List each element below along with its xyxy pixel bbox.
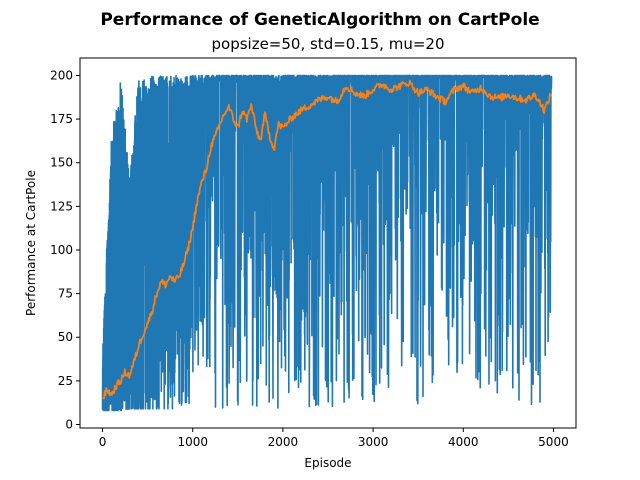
x-tick-label: 2000 — [268, 435, 299, 449]
x-tick-label: 5000 — [538, 435, 569, 449]
x-tick-label: 4000 — [448, 435, 479, 449]
plot-frame — [79, 57, 577, 429]
y-tick-label: 125 — [50, 199, 73, 213]
plot-area — [101, 74, 553, 412]
y-tick-label: 0 — [65, 418, 73, 432]
y-tick-label: 25 — [58, 374, 73, 388]
y-axis: 0 25 50 75 100 125 150 175 200 — [50, 68, 80, 432]
chart-subtitle: popsize=50, std=0.15, mu=20 — [212, 35, 445, 53]
raw-series-line — [101, 74, 553, 412]
y-tick-label: 150 — [50, 156, 73, 170]
y-tick-label: 75 — [58, 287, 73, 301]
x-axis: 0 1000 2000 3000 4000 5000 — [99, 428, 569, 449]
x-tick-label: 1000 — [177, 435, 208, 449]
x-axis-label: Episode — [304, 456, 351, 470]
y-axis-label: Performance at CartPole — [24, 170, 38, 316]
y-tick-label: 100 — [50, 243, 73, 257]
smoothed-series-line — [102, 79, 552, 400]
x-tick-label: 3000 — [358, 435, 389, 449]
chart-title: Performance of GeneticAlgorithm on CartP… — [100, 10, 539, 30]
y-tick-label: 50 — [58, 330, 73, 344]
raw-series — [101, 74, 553, 412]
x-tick-label: 0 — [99, 435, 107, 449]
smoothed-series — [102, 79, 552, 400]
y-tick-label: 175 — [50, 112, 73, 126]
y-tick-label: 200 — [50, 68, 73, 82]
